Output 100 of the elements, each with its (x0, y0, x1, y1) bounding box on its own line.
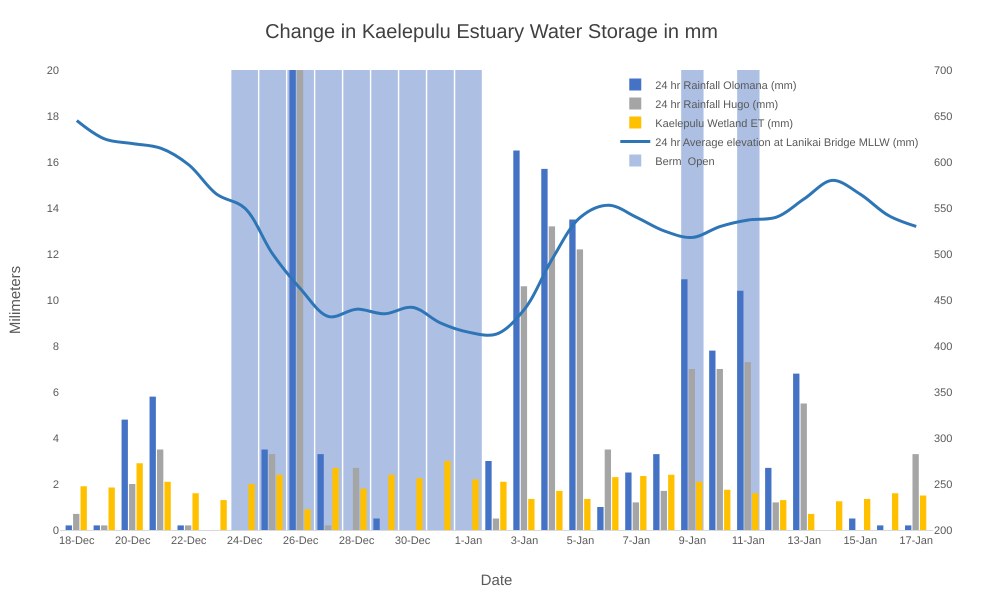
x-tick-label: 24-Dec (226, 535, 263, 548)
bar (597, 507, 604, 530)
y2-tick-label: 450 (934, 294, 952, 307)
bar (472, 479, 479, 530)
bar (793, 374, 800, 530)
y-tick-label: 0 (52, 524, 59, 537)
bar (184, 525, 192, 530)
bar (289, 70, 296, 530)
bar (122, 420, 128, 530)
y-tick-label: 12 (46, 248, 59, 261)
bar (80, 486, 87, 530)
bar (920, 496, 926, 530)
bar (737, 290, 744, 530)
bar (178, 525, 184, 530)
x-tick-label: 13-Jan (787, 535, 822, 548)
bar (352, 468, 360, 530)
x-tick-label: 20-Dec (115, 535, 151, 548)
x-axis-title: Date (480, 572, 512, 589)
bar (332, 468, 339, 530)
bar (681, 279, 688, 530)
bar (248, 484, 255, 530)
bar (66, 525, 72, 530)
x-tick-label: 30-Dec (394, 535, 431, 548)
y2-tick-label: 200 (934, 524, 952, 537)
bar (905, 525, 912, 530)
x-tick-label: 26-Dec (282, 535, 319, 548)
bar (492, 518, 500, 530)
bar (373, 518, 380, 530)
bar (864, 498, 870, 530)
bar (220, 500, 227, 530)
y-tick-label: 6 (52, 386, 59, 399)
bar (604, 450, 612, 530)
y2-tick-label: 700 (934, 64, 952, 77)
x-tick-label: 28-Dec (338, 535, 375, 548)
bar (108, 487, 115, 530)
y-tick-label: 18 (46, 110, 59, 123)
bar (129, 484, 136, 530)
bar (849, 518, 856, 530)
y2-tick-label: 250 (934, 478, 952, 491)
y2-tick-label: 500 (934, 248, 952, 261)
y-tick-label: 4 (52, 432, 59, 445)
bar (709, 350, 716, 530)
x-tick-label: 22-Dec (170, 535, 207, 548)
bar (101, 525, 108, 530)
bar (541, 168, 548, 530)
bar (696, 482, 702, 530)
bar (261, 450, 268, 530)
y2-tick-label: 350 (934, 386, 952, 399)
bar (765, 468, 772, 530)
bar (877, 525, 884, 530)
bar (360, 488, 367, 530)
y2-tick-label: 650 (934, 110, 952, 123)
bar (640, 476, 646, 530)
bar (520, 286, 528, 530)
bar (569, 220, 576, 530)
y2-tick-label: 600 (934, 156, 952, 169)
x-tick-label: 5-Jan (566, 535, 594, 548)
bar (752, 493, 758, 530)
bar (800, 404, 807, 530)
bar (576, 249, 584, 530)
bar (716, 369, 723, 530)
y-tick-label: 14 (46, 202, 59, 215)
y-tick-label: 16 (46, 156, 59, 169)
bar (276, 474, 283, 530)
y-tick-label: 20 (46, 64, 59, 77)
x-tick-label: 7-Jan (622, 535, 650, 548)
bar (625, 472, 632, 530)
bar (317, 454, 324, 530)
bar (584, 498, 591, 530)
bar (528, 498, 535, 530)
bar (660, 490, 667, 530)
y2-tick-label: 400 (934, 340, 952, 353)
bar (632, 502, 640, 530)
bar (912, 454, 919, 530)
bar (296, 70, 304, 530)
y-tick-label: 2 (52, 478, 59, 491)
bar (688, 369, 695, 530)
bar (268, 454, 276, 530)
bar (94, 525, 100, 530)
line-series (75, 119, 918, 337)
x-tick-label: 17-Jan (899, 535, 934, 548)
bar (892, 493, 898, 530)
x-tick-label: 9-Jan (678, 535, 706, 548)
bar (724, 490, 730, 530)
x-tick-label: 1-Jan (454, 535, 482, 548)
bar (556, 490, 563, 530)
bar (157, 450, 164, 530)
y2-tick-label: 550 (934, 202, 952, 215)
y-tick-label: 10 (46, 294, 59, 307)
bar (388, 474, 395, 530)
chart-title: Change in Kaelepulu Estuary Water Storage in mm (265, 21, 718, 43)
x-tick-label: 3-Jan (510, 535, 538, 548)
bar (444, 461, 451, 530)
bar (324, 525, 332, 530)
bar (772, 502, 779, 530)
x-tick-label: 11-Jan (732, 535, 765, 548)
bar (548, 226, 556, 530)
bar (780, 500, 786, 530)
bar (500, 482, 507, 530)
bar (73, 514, 80, 530)
